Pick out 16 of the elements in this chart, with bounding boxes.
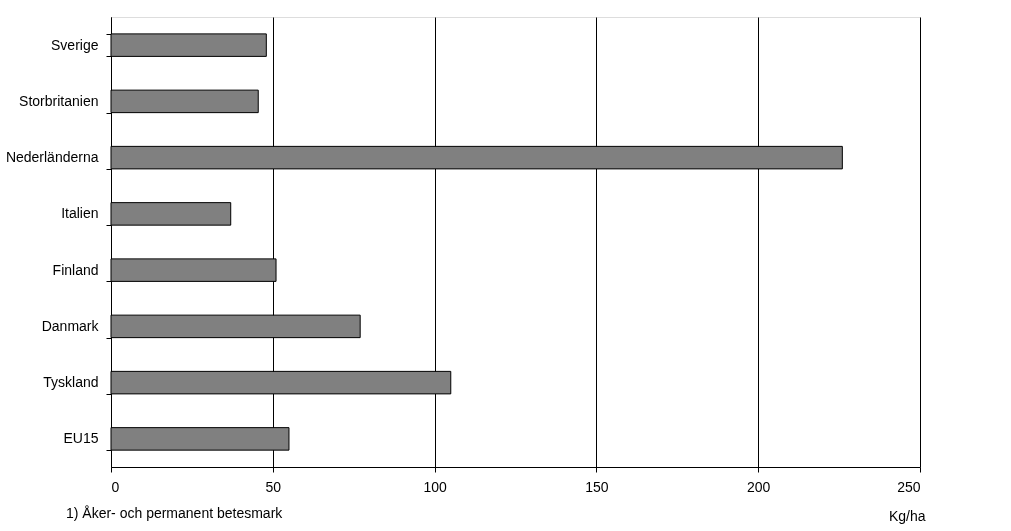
y-tick-label: EU15 — [63, 430, 99, 447]
x-tick-label: 100 — [423, 478, 447, 495]
x-axis-title: Kg/ha — [888, 507, 926, 524]
x-tick-label: 50 — [265, 478, 282, 495]
y-tick-label: Italien — [61, 205, 99, 222]
x-tick-label: 150 — [585, 478, 609, 495]
y-tick-label: Storbritanien — [19, 92, 99, 109]
y-tick-label: Danmark — [41, 317, 100, 334]
x-tick-label: 200 — [747, 478, 771, 495]
y-tick-label: Nederländerna — [5, 149, 99, 166]
text: 1) Åker- och permanent betesmark — [66, 505, 284, 521]
y-tick-label: Tyskland — [43, 374, 99, 391]
x-tick-label: 250 — [897, 478, 921, 495]
y-tick-label: Finland — [52, 261, 99, 278]
x-tick-label: 0 — [111, 478, 120, 495]
y-tick-label: Sverige — [51, 36, 99, 53]
